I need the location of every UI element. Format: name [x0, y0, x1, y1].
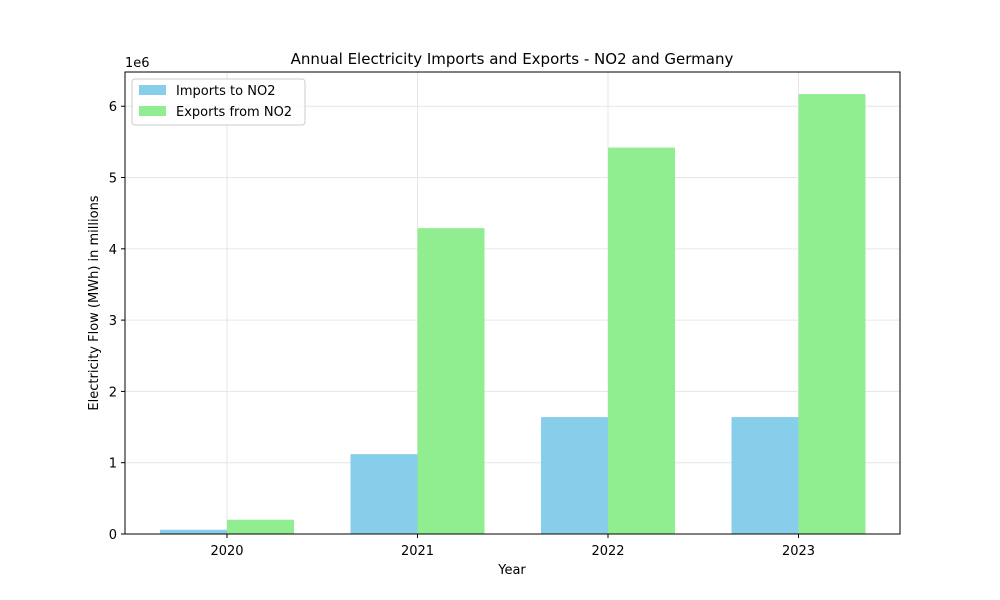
y-tick-label: 1: [109, 457, 117, 472]
legend-box: [131, 78, 306, 126]
bar-imports-2020: [160, 529, 227, 534]
x-tick-label-2020: 2020: [210, 544, 243, 559]
y-tick-label: 0: [109, 528, 117, 543]
bar-exports-2021: [417, 228, 485, 534]
axis-ticks: 0 1 2 3 4 5 6 2020 2021 2022 2023: [109, 100, 815, 559]
legend: Imports to NO2 Exports from NO2: [131, 78, 306, 126]
x-tick-label-2022: 2022: [591, 544, 624, 559]
legend-swatch-exports: [139, 106, 166, 116]
plot-frame: [124, 71, 901, 535]
y-axis-label: Electricity Flow (MWh) in millions: [87, 195, 102, 410]
bar-exports-2020: [227, 519, 294, 534]
y-tick-label: 3: [109, 314, 117, 329]
legend-label-exports: Exports from NO2: [176, 105, 292, 120]
y-tick-label: 5: [109, 172, 117, 187]
bar-imports-2021: [350, 454, 418, 534]
chart-title: Annual Electricity Imports and Exports -…: [291, 50, 734, 68]
y-tick-label: 4: [109, 243, 117, 258]
x-axis-label: Year: [497, 563, 526, 578]
y-offset-label: 1e6: [125, 56, 150, 71]
bars: [160, 94, 866, 534]
legend-label-imports: Imports to NO2: [176, 84, 275, 99]
x-tick-label-2021: 2021: [401, 544, 434, 559]
bar-exports-2022: [608, 147, 675, 534]
y-tick-label: 6: [109, 100, 117, 115]
bar-imports-2023: [731, 417, 799, 534]
y-tick-label: 2: [109, 385, 117, 400]
x-tick-label-2023: 2023: [782, 544, 815, 559]
legend-swatch-imports: [139, 85, 166, 95]
bar-exports-2023: [798, 94, 866, 534]
bar-imports-2022: [541, 417, 608, 534]
